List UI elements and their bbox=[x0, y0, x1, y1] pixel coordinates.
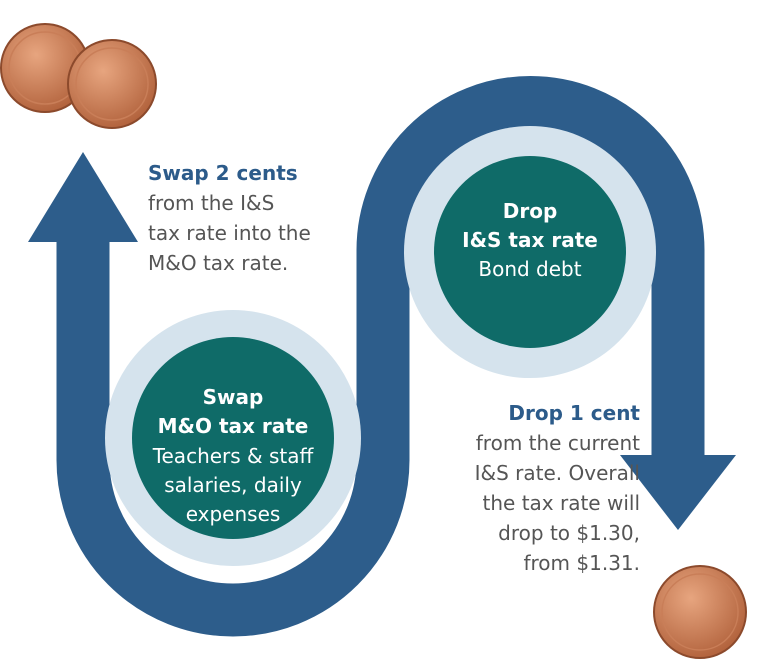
note-line: the tax rate will bbox=[483, 491, 640, 515]
infographic: Swap 2 cents from the I&S tax rate into … bbox=[0, 0, 767, 663]
circle-title: I&S tax rate bbox=[462, 228, 598, 252]
note-line: tax rate into the bbox=[148, 221, 311, 245]
note-line: from the I&S bbox=[148, 191, 274, 215]
note-heading: Swap 2 cents bbox=[148, 161, 298, 185]
note-line: from $1.31. bbox=[523, 551, 640, 575]
note-heading: Drop 1 cent bbox=[508, 401, 640, 425]
note-line: from the current bbox=[476, 431, 640, 455]
note-line: drop to $1.30, bbox=[498, 521, 640, 545]
page: Swap 2 cents from the I&S tax rate into … bbox=[0, 0, 767, 663]
circle-text: Bond debt bbox=[478, 257, 581, 281]
circle bbox=[434, 156, 626, 348]
circle-title: Drop bbox=[503, 199, 558, 223]
circle-title: M&O tax rate bbox=[158, 414, 309, 438]
note-line: I&S rate. Overall bbox=[475, 461, 640, 485]
penny bbox=[654, 566, 746, 658]
circle-text: Teachers & staff bbox=[152, 444, 315, 468]
circle-text: expenses bbox=[186, 502, 281, 526]
circle-title: Swap bbox=[203, 385, 264, 409]
penny bbox=[68, 40, 156, 128]
circle-text: salaries, daily bbox=[164, 473, 302, 497]
note-line: M&O tax rate. bbox=[148, 251, 288, 275]
arrow-head-up bbox=[28, 152, 138, 242]
